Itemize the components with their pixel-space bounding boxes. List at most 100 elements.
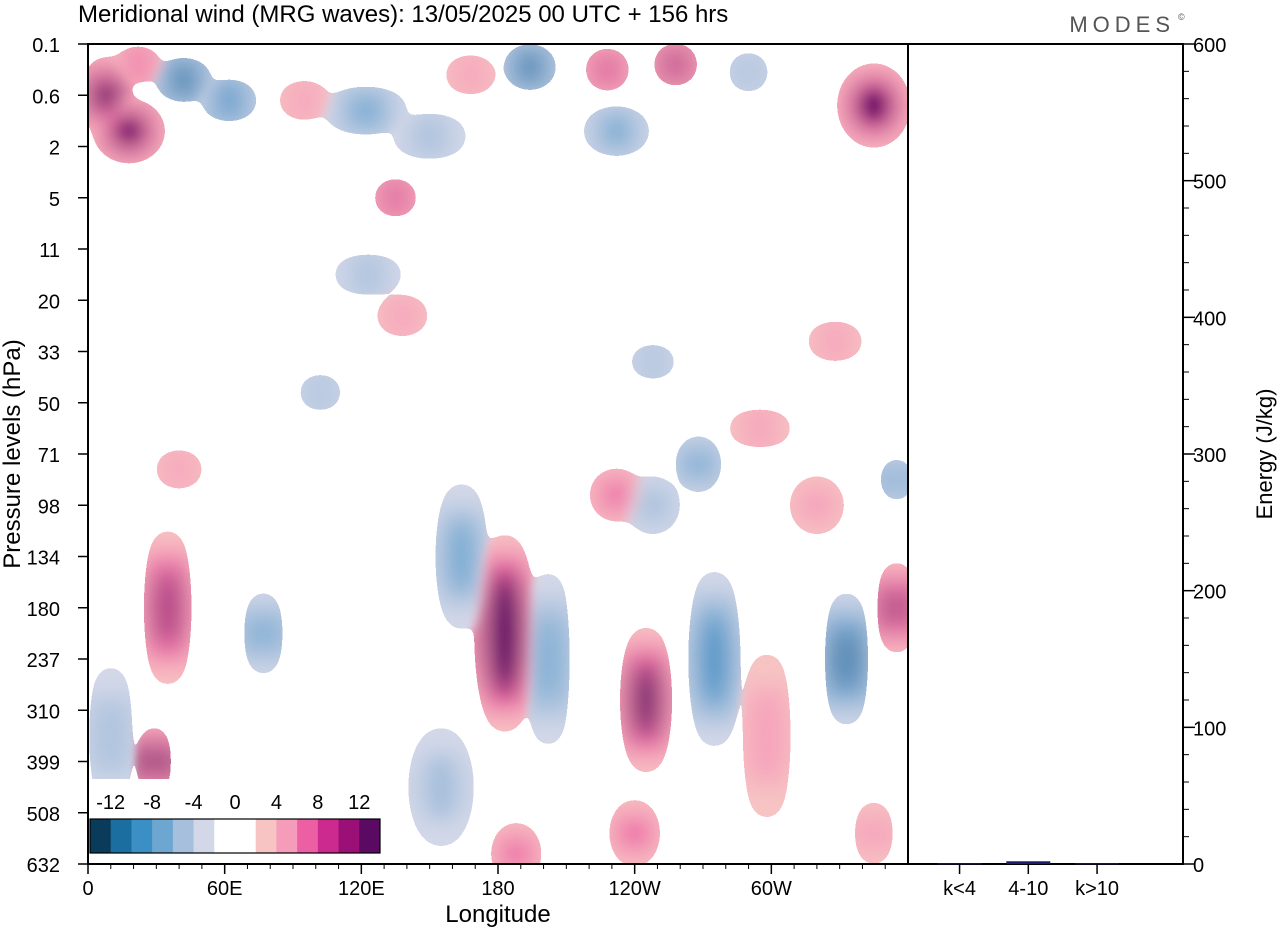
colorbar-swatch [276, 819, 298, 853]
pressure-tick-label: 399 [27, 753, 60, 775]
brand-logo: MODES [1069, 12, 1175, 37]
pressure-tick-label: 508 [27, 804, 60, 826]
colorbar-swatch [297, 819, 319, 853]
energy-bar [937, 863, 982, 865]
wind-contour [390, 307, 415, 324]
wind-contour [168, 462, 190, 477]
colorbar-swatch [172, 819, 195, 853]
wind-contour [346, 102, 386, 119]
colorbar-swatch [338, 819, 360, 853]
colorbar-swatch [214, 819, 236, 853]
pressure-tick-label: 0.6 [32, 86, 60, 108]
wind-contour [642, 356, 664, 367]
energy-tick-label: 500 [1193, 172, 1226, 194]
wind-contour [507, 840, 526, 864]
wind-contour [173, 73, 194, 87]
wind-contour [892, 588, 901, 628]
wind-contour [892, 470, 901, 489]
wind-contour [640, 491, 666, 520]
wind-contour [349, 267, 387, 282]
wind-contour [606, 484, 627, 506]
energy-axis-label: Energy (J/kg) [1252, 389, 1277, 520]
energy-category-label: k<4 [943, 878, 976, 900]
pressure-tick-label: 5 [49, 189, 60, 211]
colorbar-swatch [90, 819, 112, 853]
pressure-tick-label: 20 [38, 291, 60, 313]
colorbar-label: 4 [271, 792, 282, 814]
colorbar-label: 12 [348, 792, 370, 814]
energy-category-label: k>10 [1075, 878, 1119, 900]
wind-contour [425, 752, 457, 822]
energy-plot: 0 100 200 300 400 500 600 k<4 4-10 k>10 Energy (… [907, 35, 1277, 900]
wind-contour [821, 334, 849, 349]
longitude-tick-label: 120W [609, 878, 661, 900]
main-plot-background [88, 44, 908, 864]
colorbar-swatch [359, 819, 381, 853]
energy-tick-label: 100 [1193, 718, 1226, 740]
colorbar-frame [89, 818, 381, 854]
wind-contour [757, 683, 777, 788]
contour-field [90, 51, 906, 864]
pressure-tick-label: 237 [27, 650, 60, 672]
pressure-tick-label: 0.1 [32, 35, 60, 57]
wind-contour [292, 93, 317, 108]
wind-contour [103, 692, 119, 780]
colorbar-label: -12 [96, 792, 125, 814]
colorbar-label: -4 [185, 792, 203, 814]
colorbar-swatch [152, 819, 174, 853]
colorbar-swatch [110, 819, 132, 853]
wind-contour [129, 59, 148, 70]
longitude-tick-label: 120E [338, 878, 385, 900]
wind-contour [625, 818, 644, 848]
energy-tick-label: 400 [1193, 308, 1226, 330]
wind-contour [740, 64, 757, 80]
main-plot: -12 -8 -4 0 4 8 12 0.1 0.6 2 5 11 20 33 50 71 98 134 180 2… [0, 35, 909, 928]
colorbar: -12 -8 -4 0 4 8 12 [86, 779, 384, 857]
colorbar-label: 8 [312, 792, 323, 814]
pressure-tick-label: 632 [27, 855, 60, 877]
pressure-axis: 0.1 0.6 2 5 11 20 33 50 71 98 134 180 237 310 399 508 63… [27, 35, 88, 877]
wind-contour [600, 63, 615, 77]
x-axis-label: Longitude [445, 901, 550, 928]
longitude-tick-label: 60E [207, 878, 243, 900]
energy-bar [1075, 863, 1120, 865]
wind-contour [311, 386, 330, 399]
wind-contour [116, 120, 142, 142]
colorbar-swatch [193, 819, 215, 853]
colorbar-swatch [255, 819, 277, 853]
wind-contour [458, 67, 483, 82]
wind-contour [495, 593, 514, 674]
wind-contour [541, 612, 555, 706]
longitude-tick-label: 0 [82, 878, 93, 900]
pressure-tick-label: 50 [38, 394, 60, 416]
longitude-tick-label: 180 [481, 878, 514, 900]
wind-contour [161, 573, 175, 643]
brand-mark: © [1178, 12, 1185, 22]
colorbar-label: -8 [143, 792, 161, 814]
wind-contour [150, 747, 158, 776]
energy-tick-label: 600 [1193, 35, 1226, 57]
colorbar-swatch [131, 819, 153, 853]
y-axis-label: Pressure levels (hPa) [0, 339, 26, 568]
wind-contour [690, 452, 707, 476]
wind-contour [867, 815, 880, 851]
pressure-tick-label: 134 [27, 548, 60, 570]
energy-bar [1006, 861, 1051, 864]
wind-contour [521, 60, 539, 74]
contour-layer [90, 51, 906, 864]
pressure-tick-label: 33 [38, 343, 60, 365]
energy-categories: k<4 4-10 k>10 [943, 864, 1119, 900]
pressure-tick-label: 98 [38, 496, 60, 518]
pressure-tick-label: 71 [38, 445, 60, 467]
energy-plot-frame [907, 43, 1184, 865]
wind-contour [258, 613, 269, 654]
colorbar-swatch [235, 819, 257, 853]
wind-contour [706, 616, 723, 702]
longitude-tick-label: 60W [751, 878, 792, 900]
longitude-axis: 0 60E 120E 180 120W 60W [82, 864, 886, 900]
wind-contour [861, 90, 887, 121]
pressure-tick-label: 11 [39, 240, 60, 262]
wind-contour [602, 122, 631, 140]
energy-tick-label: 300 [1193, 445, 1226, 467]
